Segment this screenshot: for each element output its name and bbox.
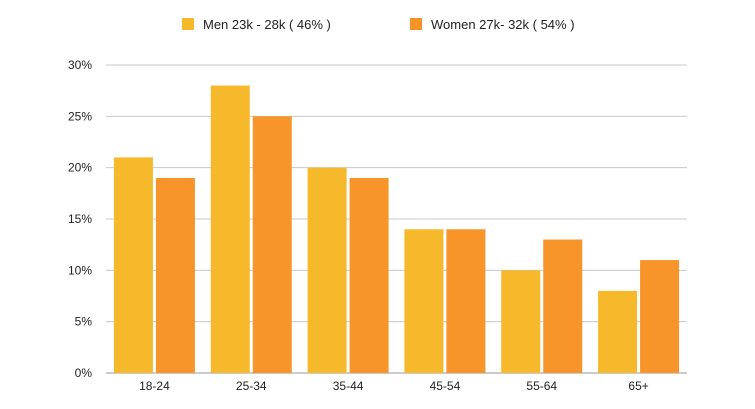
x-tick-label: 25-34: [236, 379, 267, 393]
y-tick-label: 20%: [68, 161, 92, 175]
legend-label-women: Women 27k- 32k ( 54% ): [431, 17, 575, 32]
bar-men-55-64: [501, 270, 541, 373]
y-tick-label: 10%: [68, 263, 92, 277]
gridlines: [106, 64, 687, 374]
legend: Men 23k - 28k ( 46% ) Women 27k- 32k ( 5…: [182, 17, 575, 32]
y-tick-label: 0%: [75, 366, 93, 380]
x-tick-label: 18-24: [139, 379, 170, 393]
bar-women-55-64: [543, 239, 583, 373]
x-tick-label: 35-44: [333, 379, 364, 393]
y-tick-label: 30%: [68, 58, 92, 72]
bar-women-45-54: [446, 229, 486, 373]
bar-men-45-54: [404, 229, 444, 373]
x-tick-label: 45-54: [430, 379, 461, 393]
bar-women-18-24: [155, 177, 195, 373]
bar-men-18-24: [113, 157, 153, 373]
bar-men-35-44: [307, 167, 347, 373]
bar-men-65+: [598, 290, 638, 373]
y-tick-label: 5%: [75, 315, 93, 329]
x-tick-label: 65+: [628, 379, 648, 393]
bar-women-25-34: [252, 116, 292, 373]
bar-women-35-44: [349, 177, 389, 373]
x-tick-label: 55-64: [526, 379, 557, 393]
y-tick-label: 25%: [68, 109, 92, 123]
bar-men-25-34: [210, 85, 250, 374]
legend-swatch-men: [182, 18, 194, 30]
y-tick-label: 15%: [68, 212, 92, 226]
legend-swatch-women: [410, 18, 422, 30]
legend-label-men: Men 23k - 28k ( 46% ): [203, 17, 331, 32]
y-axis-ticks: 0% 5% 10% 15% 20% 25% 30%: [68, 58, 92, 380]
bars: [113, 85, 680, 374]
x-axis-ticks: 18-24 25-34 35-44 45-54 55-64 65+: [139, 379, 649, 393]
bar-women-65+: [640, 260, 680, 373]
